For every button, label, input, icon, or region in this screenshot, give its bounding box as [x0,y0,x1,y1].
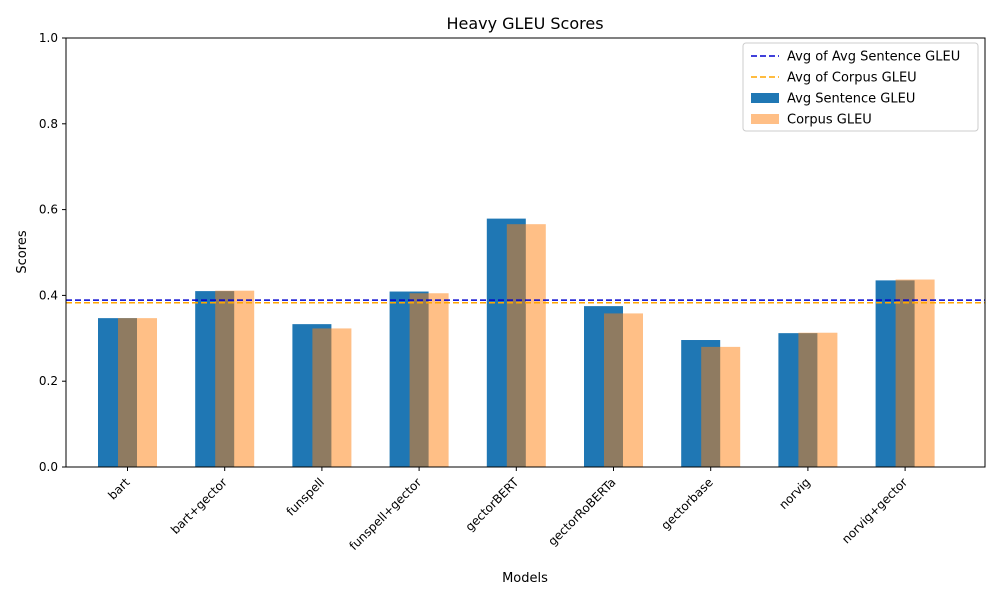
x-tick-label: gectorBERT [463,475,522,534]
x-tick-label: bart [105,475,133,503]
y-tick-label: 0.0 [39,460,58,474]
legend-label: Avg of Avg Sentence GLEU [787,50,960,65]
x-tick-label: gectorbase [658,475,715,532]
x-tick-label: funspell [284,475,327,518]
chart-title: Heavy GLEU Scores [446,14,603,33]
bar-corpus-gleu [895,279,935,467]
bar-corpus-gleu [409,293,449,467]
y-tick-label: 0.2 [39,374,58,388]
legend-swatch [751,93,779,103]
legend-label: Avg of Corpus GLEU [787,71,917,86]
y-tick-label: 0.8 [39,117,58,131]
x-tick-label: norvig [776,475,813,512]
bar-corpus-gleu [701,346,741,467]
legend-swatch [751,114,779,124]
bar-corpus-gleu [312,328,352,467]
bar-corpus-gleu [215,290,255,467]
legend-label: Avg Sentence GLEU [787,92,915,107]
x-tick-label: bart+gector [168,475,230,537]
x-tick-label: norvig+gector [839,475,910,546]
x-tick-label: funspell+gector [346,475,424,553]
y-tick-label: 0.6 [39,203,58,217]
bar-corpus-gleu [506,224,546,467]
bar-corpus-gleu [798,332,838,467]
x-tick-label: gectorRoBERTa [545,475,618,548]
y-tick-label: 0.4 [39,288,58,302]
plot-area: 0.0 0.2 0.4 0.6 0.8 1.0 bart bart+gector funspel… [39,31,986,553]
bar-corpus-gleu [604,313,643,467]
x-axis-label: Models [502,571,548,586]
legend-box [742,42,979,132]
y-tick-label: 1.0 [39,31,58,45]
y-axis-label: Scores [15,230,30,273]
legend-label: Corpus GLEU [787,113,872,128]
axes-frame [65,37,986,468]
bar-corpus-gleu [118,318,157,467]
